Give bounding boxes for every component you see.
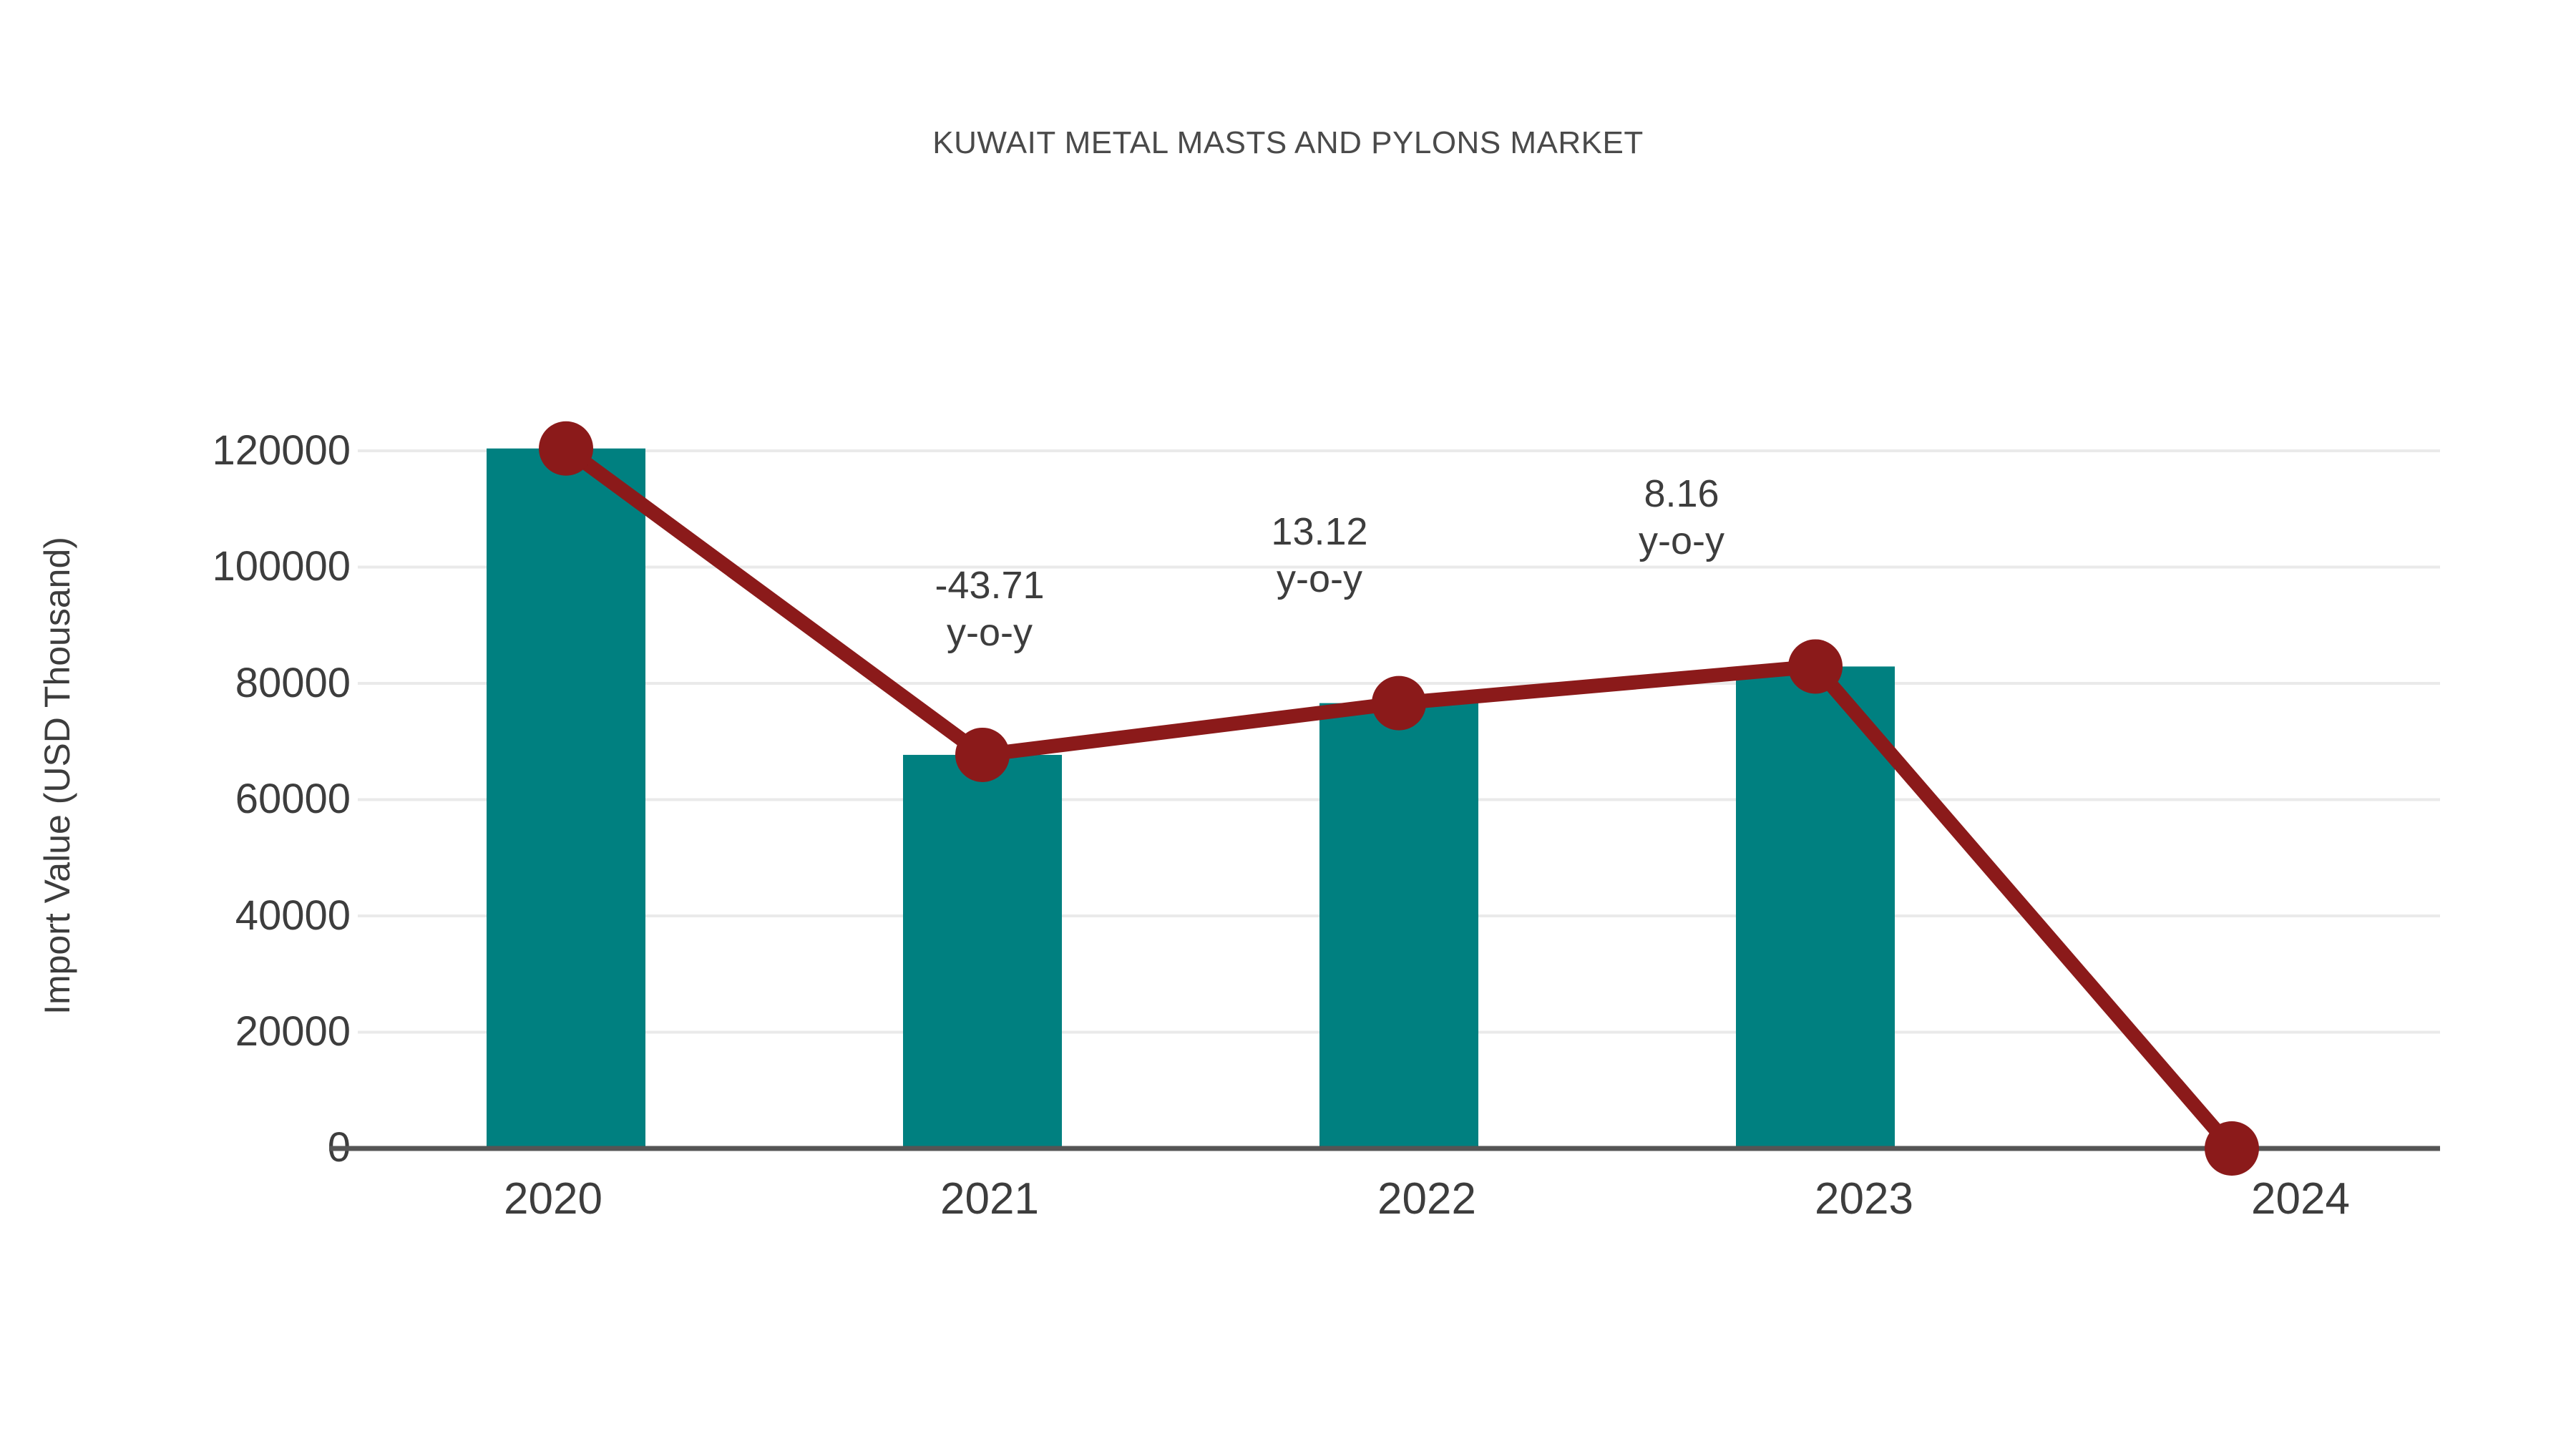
line-marker-2023 <box>1788 639 1843 694</box>
annotation-2023: 8.16 y-o-y <box>1503 471 1860 565</box>
annotation-2022: 13.12 y-o-y <box>1141 509 1498 603</box>
bar-2023 <box>1736 666 1895 1148</box>
y-tick-label: 60000 <box>235 776 351 822</box>
line-marker-2022 <box>1372 675 1426 731</box>
line-marker-2021 <box>955 727 1010 782</box>
annotation-2021: -43.71 y-o-y <box>811 562 1169 657</box>
bar-2021 <box>903 754 1062 1148</box>
bar-2022 <box>1319 703 1478 1148</box>
y-tick-label: 80000 <box>235 660 351 706</box>
x-tick-label-2023: 2023 <box>1815 1174 1913 1224</box>
annotation-2023-value: 8.16 <box>1644 472 1719 515</box>
y-tick-label: 120000 <box>212 427 351 474</box>
annotation-2021-unit: y-o-y <box>947 610 1033 654</box>
chart-title: KUWAIT METAL MASTS AND PYLONS MARKET <box>932 125 1644 160</box>
x-tick-label-2022: 2022 <box>1377 1174 1476 1224</box>
line-marker-2020 <box>539 421 593 476</box>
line-marker-2024 <box>2205 1121 2259 1176</box>
y-tick-label: 20000 <box>235 1008 351 1055</box>
y-axis-tick-labels: 0 20000 40000 60000 80000 100000 120000 <box>0 0 351 1449</box>
bar-2020 <box>487 448 645 1148</box>
bar-series <box>487 448 1895 1148</box>
x-tick-label-2020: 2020 <box>504 1174 602 1224</box>
y-tick-label: 100000 <box>212 543 351 590</box>
x-tick-label-2021: 2021 <box>940 1174 1039 1224</box>
annotation-2023-unit: y-o-y <box>1639 519 1724 562</box>
line-markers <box>539 421 2259 1176</box>
y-tick-label: 40000 <box>235 892 351 939</box>
annotation-2022-value: 13.12 <box>1271 510 1368 553</box>
annotation-2021-value: -43.71 <box>935 564 1045 607</box>
annotation-2022-unit: y-o-y <box>1277 557 1362 600</box>
x-tick-label-2024: 2024 <box>2251 1174 2350 1224</box>
